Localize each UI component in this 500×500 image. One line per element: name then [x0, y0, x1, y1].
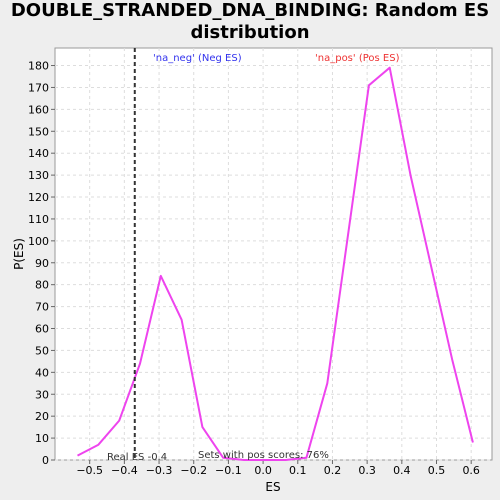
y-tick-label: 180 — [28, 60, 49, 73]
neg-es-label: 'na_neg' (Neg ES) — [153, 53, 242, 64]
y-tick-label: 0 — [42, 454, 49, 467]
x-tick-label: 0.6 — [462, 464, 480, 477]
y-tick-label: 10 — [35, 432, 49, 445]
x-tick-label: 0.2 — [324, 464, 342, 477]
grid-lines — [55, 48, 492, 461]
x-tick-label: −0.3 — [146, 464, 173, 477]
chart-title-line-1: DOUBLE_STRANDED_DNA_BINDING: Random ES — [10, 0, 490, 21]
axes: 0 10 20 30 40 50 60 70 80 90 100 110 120 130 140 150 160… — [28, 60, 480, 477]
y-tick-label: 40 — [35, 366, 49, 379]
x-tick-label: −0.5 — [76, 464, 103, 477]
x-tick-label: 0.5 — [428, 464, 446, 477]
x-tick-label: 0.3 — [358, 464, 376, 477]
y-tick-label: 170 — [28, 81, 49, 94]
chart-title: DOUBLE_STRANDED_DNA_BINDING: Random ES d… — [0, 0, 500, 44]
annotations: 'na_neg' (Neg ES) 'na_pos' (Pos ES) Real E… — [107, 48, 400, 463]
y-tick-label: 20 — [35, 410, 49, 423]
y-tick-label: 30 — [35, 388, 49, 401]
y-tick-label: 70 — [35, 301, 49, 314]
pos-es-label: 'na_pos' (Pos ES) — [315, 53, 400, 64]
y-tick-label: 100 — [28, 235, 49, 248]
x-tick-label: 0.1 — [289, 464, 307, 477]
x-tick-label: −0.4 — [111, 464, 138, 477]
x-axis-title: ES — [265, 480, 280, 494]
y-tick-label: 90 — [35, 257, 49, 270]
pos-scores-label: Sets with pos scores: 76% — [198, 450, 329, 461]
x-tick-label: 0.4 — [393, 464, 411, 477]
y-tick-label: 160 — [28, 103, 49, 116]
y-tick-label: 80 — [35, 279, 49, 292]
x-tick-label: −0.1 — [215, 464, 242, 477]
x-tick-label: 0.0 — [254, 464, 272, 477]
y-tick-label: 140 — [28, 147, 49, 160]
y-tick-label: 130 — [28, 169, 49, 182]
y-tick-label: 50 — [35, 344, 49, 357]
y-tick-label: 150 — [28, 125, 49, 138]
chart-title-line-2: distribution — [190, 22, 310, 43]
series-layer — [77, 66, 474, 461]
y-tick-label: 120 — [28, 191, 49, 204]
plot-area — [54, 47, 493, 461]
es-distribution-line — [77, 66, 474, 461]
real-es-label: Real ES -0.4 — [107, 452, 167, 463]
y-tick-label: 60 — [35, 323, 49, 336]
y-tick-label: 110 — [28, 213, 49, 226]
y-axis-title: P(ES) — [12, 238, 26, 270]
x-tick-label: −0.2 — [180, 464, 207, 477]
